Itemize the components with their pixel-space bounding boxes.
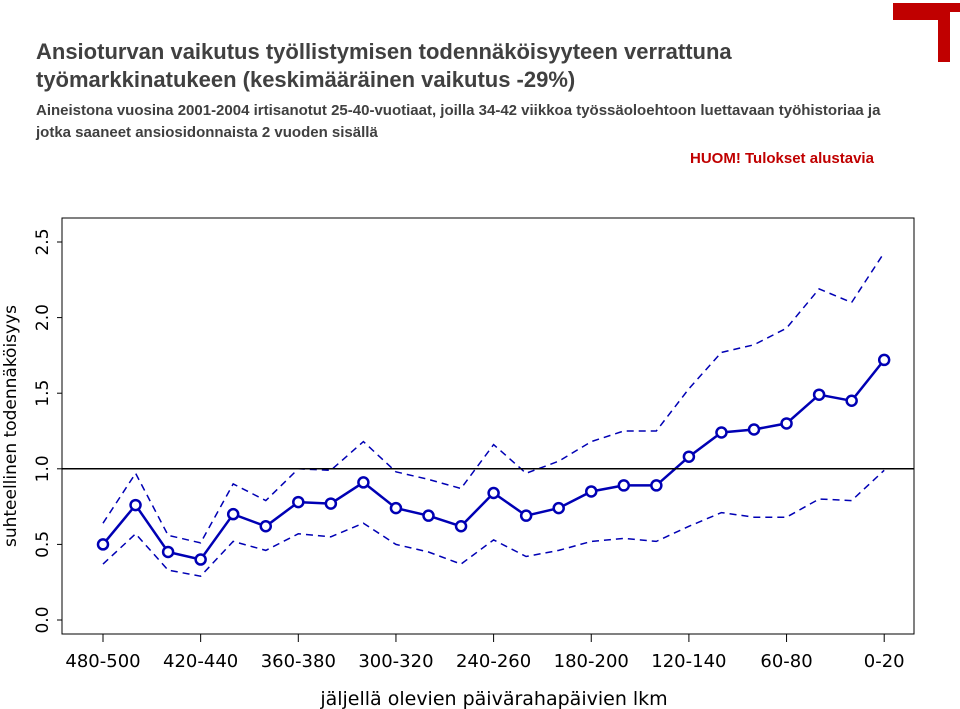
estimate-series [96, 353, 891, 566]
upper-bound-line [102, 252, 885, 544]
data-point [487, 486, 500, 500]
x-tick-label: 300-320 [358, 651, 433, 672]
y-tick-label: 2.5 [33, 228, 53, 255]
data-point [129, 498, 142, 512]
data-point [812, 388, 826, 401]
y-tick-label: 0.0 [33, 606, 53, 633]
data-point [454, 520, 468, 533]
data-point [617, 479, 631, 492]
data-point [747, 423, 761, 436]
data-point [650, 479, 663, 492]
data-point [845, 394, 858, 408]
x-tick-label: 360-380 [261, 651, 336, 672]
chart-subtitle: Aineistona vuosina 2001-2004 irtisanotut… [36, 102, 881, 141]
data-point [389, 501, 403, 515]
data-point [357, 476, 370, 489]
data-point [96, 538, 110, 551]
x-tick-label: 240-260 [456, 651, 531, 672]
x-axis-label: jäljellä olevien päivärahapäivien lkm [319, 688, 667, 709]
confidence-bands [102, 252, 885, 578]
plot-frame [61, 217, 915, 635]
data-point [226, 507, 240, 521]
chart-title: Ansioturvan vaikutus työllistymisen tode… [36, 39, 732, 92]
data-point [161, 545, 175, 559]
y-tick-label: 2.0 [33, 304, 53, 331]
data-point [552, 501, 565, 515]
data-point [877, 353, 891, 367]
y-axis: 0.0 0.5 1.0 1.5 2.0 2.5 [33, 228, 62, 634]
y-tick-label: 0.5 [33, 531, 53, 558]
y-axis-label: suhteellinen todennäköisyys [1, 305, 21, 547]
data-point [292, 495, 305, 509]
data-point [585, 485, 598, 498]
data-point [194, 553, 207, 566]
data-point [682, 450, 696, 463]
lower-bound-line [102, 469, 885, 578]
preliminary-note: HUOM! Tulokset alustavia [690, 150, 874, 167]
estimate-line [102, 359, 886, 561]
data-point [324, 497, 338, 510]
x-tick-label: 480-500 [65, 651, 140, 672]
data-point [715, 426, 728, 439]
x-tick-label: 180-200 [554, 651, 629, 672]
data-point [422, 509, 435, 522]
y-tick-label: 1.0 [33, 455, 53, 482]
x-tick-label: 60-80 [760, 651, 812, 672]
x-tick-label: 420-440 [163, 651, 238, 672]
data-point [780, 417, 793, 430]
data-point [259, 520, 272, 533]
x-tick-label: 0-20 [864, 651, 905, 672]
data-point [519, 509, 533, 522]
y-tick-label: 1.5 [33, 380, 53, 407]
x-tick-label: 120-140 [651, 651, 726, 672]
x-axis: 480-500 420-440 360-380 300-320 240-260 180-2… [65, 634, 905, 672]
